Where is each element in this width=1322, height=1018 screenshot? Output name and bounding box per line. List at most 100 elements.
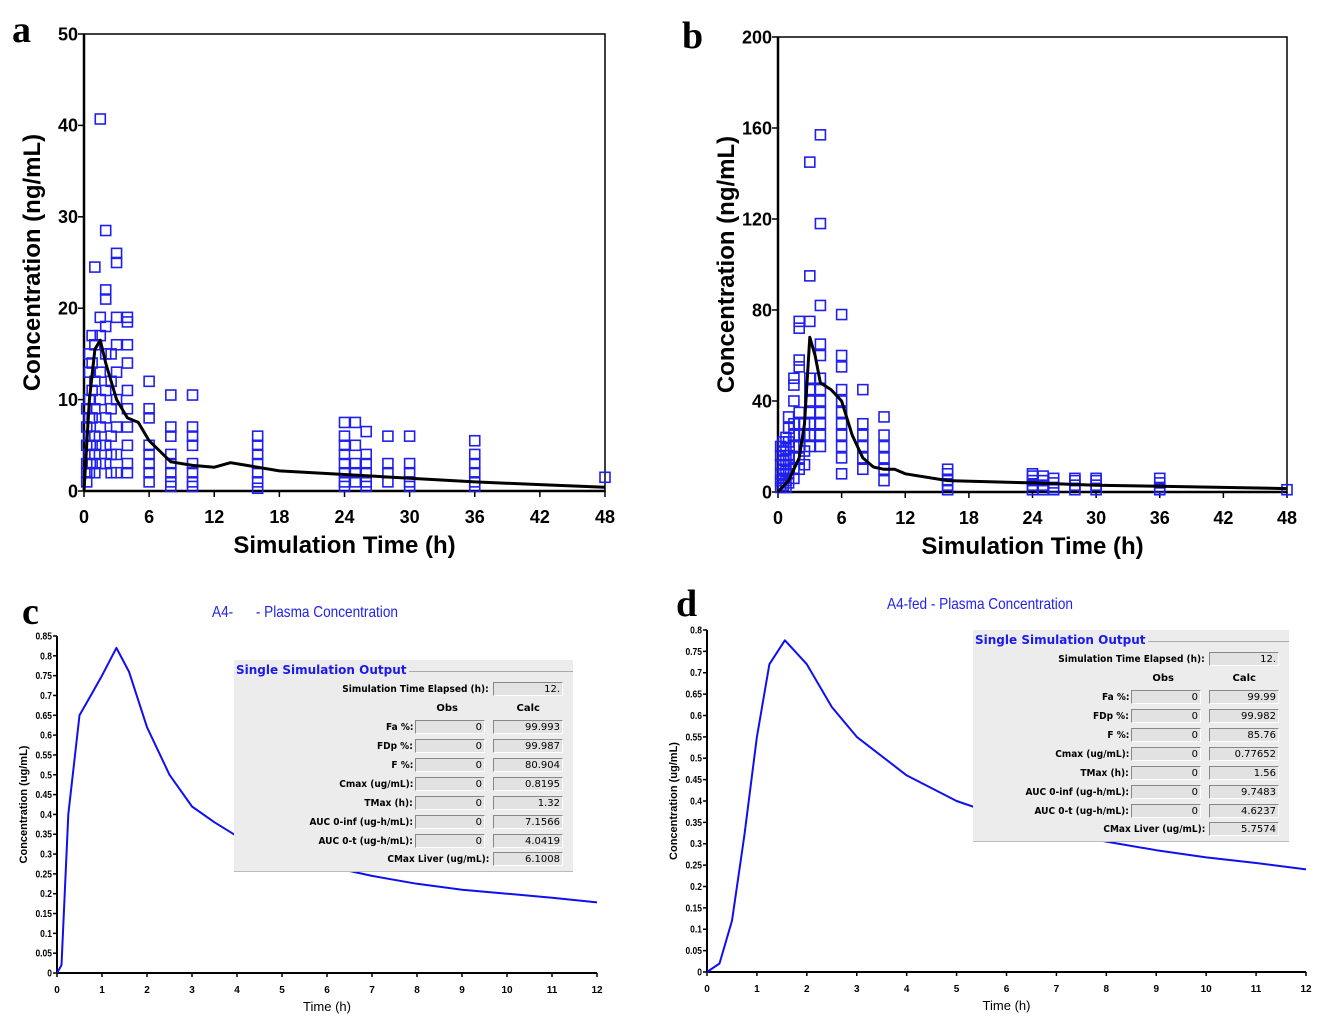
- calc-field[interactable]: 99.987: [493, 739, 563, 753]
- obs-field[interactable]: 0: [415, 777, 485, 791]
- calc-field[interactable]: 1.32: [493, 796, 563, 810]
- x-tick-label: 36: [1150, 508, 1170, 528]
- x-tick-label: 7: [1054, 984, 1060, 995]
- observed-point: [80, 476, 93, 488]
- liver-field[interactable]: 5.7574: [1209, 822, 1279, 836]
- observed-point: [814, 217, 827, 230]
- row-label: AUC 0-t (ug-h/mL):: [318, 836, 413, 847]
- calc-field[interactable]: 4.6237: [1209, 804, 1279, 818]
- calc-field[interactable]: 4.0419: [493, 834, 563, 848]
- y-tick-label: 30: [58, 207, 78, 227]
- panel-heading: Single Simulation Output: [236, 663, 409, 677]
- obs-field[interactable]: 0: [1131, 728, 1201, 742]
- calc-field[interactable]: 80.904: [493, 758, 563, 772]
- chart-panel-c: 0 1 2 3 4 5 6 7 8 9 10 11 1200.050.10.150.20.250.30.…: [18, 631, 603, 1014]
- simulation-output-panel-c: Single Simulation Output Simulation Time…: [234, 660, 573, 872]
- obs-field[interactable]: 0: [415, 739, 485, 753]
- observed-point: [121, 466, 134, 479]
- panel-letter-d: d: [676, 583, 698, 625]
- observed-point: [857, 452, 869, 464]
- observed-point: [251, 430, 264, 442]
- y-tick-label: 0.65: [35, 710, 52, 721]
- observed-point: [403, 430, 416, 442]
- x-tick-label: 8: [1104, 984, 1110, 995]
- y-tick-label: 0.5: [690, 753, 702, 764]
- calc-field[interactable]: 99.982: [1209, 709, 1279, 723]
- obs-field[interactable]: 0: [1131, 709, 1201, 723]
- observed-point: [86, 329, 98, 342]
- elapsed-field[interactable]: 12.: [493, 682, 563, 696]
- chart-panel-a: 0 6 12 18 24 30 36 42 48 0 10 20 30 40 50 Simulation Ti…: [19, 24, 615, 559]
- calc-field[interactable]: 1.56: [1209, 766, 1279, 780]
- x-tick-label: 9: [459, 985, 465, 996]
- liver-field[interactable]: 6.1008: [493, 852, 563, 866]
- obs-field[interactable]: 0: [1131, 766, 1201, 780]
- output-row: AUC 0-t (ug-h/mL): 0 4.6237: [973, 804, 1289, 820]
- observed-point: [143, 457, 155, 470]
- x-tick-label: 12: [591, 985, 603, 996]
- y-tick-label: 0.85: [35, 631, 52, 642]
- row-label: FDp %:: [1093, 711, 1129, 722]
- calc-field[interactable]: 0.77652: [1209, 747, 1279, 761]
- observed-point: [143, 448, 155, 461]
- y-tick-label: 20: [58, 299, 78, 319]
- observed-point: [186, 421, 199, 433]
- panel-heading: Single Simulation Output: [975, 633, 1148, 647]
- x-tick-label: 48: [1277, 508, 1297, 528]
- row-label: Cmax (ug/mL):: [1054, 749, 1129, 760]
- observed-point: [804, 156, 816, 168]
- calc-field[interactable]: 99.99: [1209, 690, 1279, 704]
- y-axis-label: Concentration (ug/mL): [668, 742, 680, 860]
- obs-field[interactable]: 0: [415, 834, 485, 848]
- obs-field[interactable]: 0: [415, 758, 485, 772]
- observed-point: [121, 384, 134, 397]
- calc-column-header: Calc: [516, 703, 540, 714]
- observed-point: [878, 411, 890, 423]
- observed-point: [814, 129, 827, 141]
- x-tick-label: 24: [1022, 508, 1042, 528]
- elapsed-field[interactable]: 12.: [1209, 652, 1279, 666]
- observed-point: [468, 466, 481, 479]
- observed-point: [788, 372, 800, 385]
- x-tick-label: 42: [1213, 508, 1233, 528]
- y-tick-label: 0.05: [685, 946, 702, 957]
- calc-field[interactable]: 9.7483: [1209, 785, 1279, 799]
- x-tick-label: 42: [530, 507, 550, 527]
- obs-field[interactable]: 0: [1131, 690, 1201, 704]
- calc-field[interactable]: 0.8195: [493, 777, 563, 791]
- obs-field[interactable]: 0: [415, 796, 485, 810]
- x-tick-label: 6: [1004, 984, 1010, 995]
- liver-label: CMax Liver (ug/mL):: [386, 854, 489, 865]
- obs-field[interactable]: 0: [415, 815, 485, 829]
- observed-point: [835, 383, 848, 396]
- y-tick-label: 0.15: [35, 908, 52, 919]
- calc-field[interactable]: 99.993: [493, 720, 563, 734]
- calc-field[interactable]: 85.76: [1209, 728, 1279, 742]
- output-row: Fa %: 0 99.993: [234, 720, 573, 736]
- observed-point: [793, 406, 806, 419]
- chart-title-d: A4-fed - Plasma Concentration: [887, 596, 1073, 613]
- observed-point: [857, 417, 869, 430]
- obs-field[interactable]: 0: [1131, 804, 1201, 818]
- observed-point: [468, 448, 481, 461]
- obs-field[interactable]: 0: [1131, 747, 1201, 761]
- y-tick-label: 0.7: [690, 668, 702, 679]
- calc-field[interactable]: 7.1566: [493, 815, 563, 829]
- observed-point: [251, 482, 264, 495]
- observed-point: [251, 448, 264, 461]
- x-axis-label: Time (h): [303, 999, 351, 1014]
- obs-field[interactable]: 0: [1131, 785, 1201, 799]
- observed-point: [121, 338, 134, 351]
- observed-point: [878, 452, 890, 464]
- observed-point: [788, 379, 800, 391]
- y-tick-label: 0.6: [690, 710, 702, 721]
- observed-point: [165, 476, 177, 488]
- observed-point: [165, 430, 177, 442]
- panel-letter-a: a: [12, 9, 31, 51]
- y-tick-label: 0.3: [690, 839, 702, 850]
- obs-field[interactable]: 0: [415, 720, 485, 734]
- obs-column-header: Obs: [436, 703, 458, 714]
- chart-panel-b: 0 6 12 18 24 30 36 42 48 0 40 80 120 160 200 Simulation…: [713, 27, 1297, 560]
- x-tick-label: 30: [1086, 508, 1106, 528]
- observed-point: [121, 311, 134, 324]
